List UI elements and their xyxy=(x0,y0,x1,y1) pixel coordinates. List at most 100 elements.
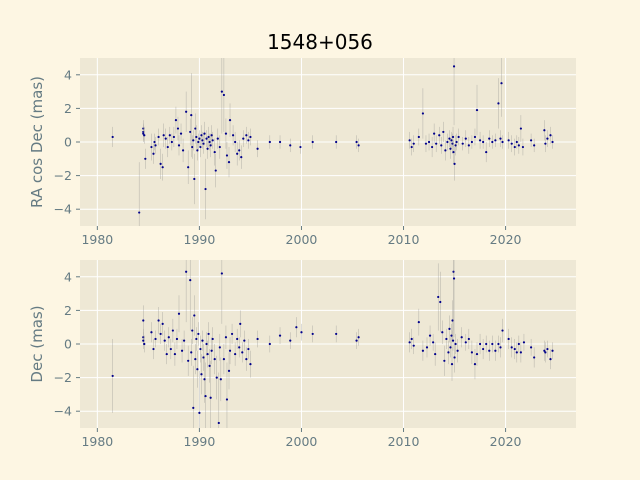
data-point xyxy=(216,137,219,140)
y-tick-label: −2 xyxy=(54,370,72,385)
data-point xyxy=(311,332,314,336)
data-point xyxy=(450,334,453,337)
data-point xyxy=(507,139,510,142)
data-point xyxy=(543,349,546,352)
data-point xyxy=(500,82,503,85)
data-point xyxy=(191,145,194,149)
panel-dec: 1980 1990 2000 2010 2020 −4 −2 0 2 4 Dec (mas) xyxy=(28,260,576,449)
data-point xyxy=(478,342,482,346)
data-point xyxy=(207,332,210,336)
data-point xyxy=(211,337,214,341)
data-point xyxy=(190,351,193,354)
data-point xyxy=(475,108,479,112)
x-tick-label: 1980 xyxy=(81,434,113,449)
data-point xyxy=(424,142,428,145)
data-point xyxy=(227,369,231,372)
data-point xyxy=(473,363,477,366)
data-point xyxy=(494,139,497,142)
data-point xyxy=(150,145,153,149)
x-tick-label: 1980 xyxy=(81,232,113,247)
data-point xyxy=(159,162,162,165)
data-point xyxy=(452,270,455,273)
data-point xyxy=(181,149,185,152)
data-point xyxy=(240,156,243,159)
data-point xyxy=(449,147,452,150)
data-point xyxy=(228,349,232,352)
data-point xyxy=(153,140,156,144)
data-point xyxy=(224,132,228,135)
data-point xyxy=(161,166,164,169)
x-tick-label: 2000 xyxy=(286,434,318,449)
data-point xyxy=(222,358,226,361)
data-point xyxy=(451,339,455,342)
data-point xyxy=(513,347,516,351)
data-point xyxy=(224,336,228,339)
y-tick-label: 4 xyxy=(64,67,72,82)
data-point xyxy=(452,277,456,280)
x-tick-label: 1990 xyxy=(184,232,216,247)
data-point xyxy=(501,329,504,332)
data-point xyxy=(163,339,166,342)
data-point xyxy=(196,149,199,152)
data-point xyxy=(410,145,413,149)
data-point xyxy=(228,119,232,122)
data-point xyxy=(491,342,494,346)
data-point xyxy=(210,349,213,352)
data-point xyxy=(191,329,194,332)
data-point xyxy=(196,368,199,371)
data-point xyxy=(517,342,520,346)
data-point xyxy=(454,144,457,147)
data-point xyxy=(242,137,245,140)
data-point xyxy=(451,142,454,145)
data-point xyxy=(200,134,203,137)
data-point xyxy=(435,142,438,145)
data-point xyxy=(247,139,250,142)
data-point xyxy=(507,337,510,341)
data-point xyxy=(199,145,202,149)
data-point xyxy=(182,339,186,342)
data-point xyxy=(213,358,216,361)
data-point xyxy=(268,140,271,144)
data-point xyxy=(154,144,157,147)
data-point xyxy=(441,331,444,334)
y-tick-label: 2 xyxy=(64,101,72,116)
data-point xyxy=(231,134,235,137)
data-point xyxy=(165,352,168,356)
data-point xyxy=(421,112,425,115)
data-point xyxy=(143,134,146,137)
data-point xyxy=(245,358,248,361)
data-point xyxy=(449,346,452,349)
data-point xyxy=(464,341,467,344)
data-point xyxy=(499,346,502,349)
x-tick-label: 1990 xyxy=(184,434,216,449)
data-point xyxy=(211,139,214,142)
data-point xyxy=(190,114,193,117)
data-point xyxy=(208,140,211,144)
data-point xyxy=(451,319,454,322)
data-point xyxy=(499,137,502,140)
data-point xyxy=(439,300,442,304)
data-point xyxy=(470,140,474,144)
data-point xyxy=(450,363,454,366)
data-point xyxy=(412,142,415,145)
data-point xyxy=(204,394,207,398)
data-point xyxy=(311,140,314,144)
data-point xyxy=(456,349,459,352)
data-point xyxy=(510,346,513,349)
data-point xyxy=(485,342,488,346)
data-point xyxy=(529,346,533,349)
data-point xyxy=(206,147,209,150)
data-point xyxy=(205,342,208,346)
data-point xyxy=(111,135,114,139)
data-point xyxy=(467,144,470,147)
data-point xyxy=(549,358,552,361)
data-point xyxy=(355,339,358,342)
data-point xyxy=(289,339,292,342)
data-point xyxy=(218,346,221,349)
data-point xyxy=(515,140,518,144)
data-point xyxy=(189,130,192,134)
data-point xyxy=(450,139,453,142)
data-point xyxy=(460,336,463,339)
data-point xyxy=(157,135,160,139)
